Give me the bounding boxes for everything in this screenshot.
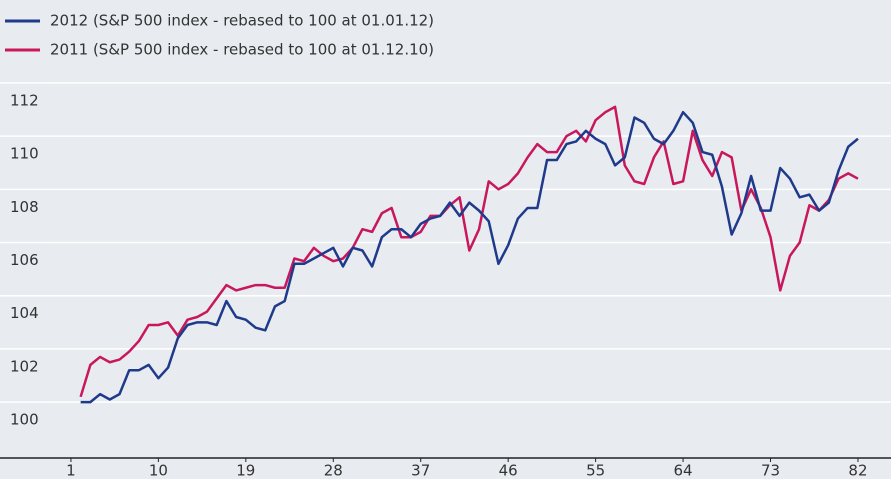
legend-label: 2012 (S&P 500 index - rebased to 100 at … bbox=[50, 12, 434, 30]
y-tick-label: 110 bbox=[10, 145, 39, 163]
legend-label: 2011 (S&P 500 index - rebased to 100 at … bbox=[50, 41, 434, 59]
x-tick-label: 28 bbox=[324, 462, 343, 479]
y-tick-label: 108 bbox=[10, 198, 39, 216]
x-tick-label: 55 bbox=[586, 462, 605, 479]
x-tick-label: 10 bbox=[149, 462, 168, 479]
y-tick-label: 100 bbox=[10, 411, 39, 429]
x-tick-label: 64 bbox=[674, 462, 693, 479]
x-tick-label: 46 bbox=[499, 462, 518, 479]
y-tick-label: 106 bbox=[10, 251, 39, 269]
y-tick-label: 102 bbox=[10, 357, 39, 375]
x-tick-label: 1 bbox=[66, 462, 76, 479]
series-line bbox=[80, 110, 859, 404]
y-tick-label: 112 bbox=[10, 91, 39, 109]
y-tick-label: 104 bbox=[10, 304, 39, 322]
series-line bbox=[79, 105, 859, 398]
x-tick-label: 37 bbox=[411, 462, 430, 479]
x-tick-label: 73 bbox=[761, 462, 780, 479]
x-tick-label: 19 bbox=[236, 462, 255, 479]
x-tick-label: 82 bbox=[848, 462, 867, 479]
legend: 2012 (S&P 500 index - rebased to 100 at … bbox=[5, 12, 434, 59]
